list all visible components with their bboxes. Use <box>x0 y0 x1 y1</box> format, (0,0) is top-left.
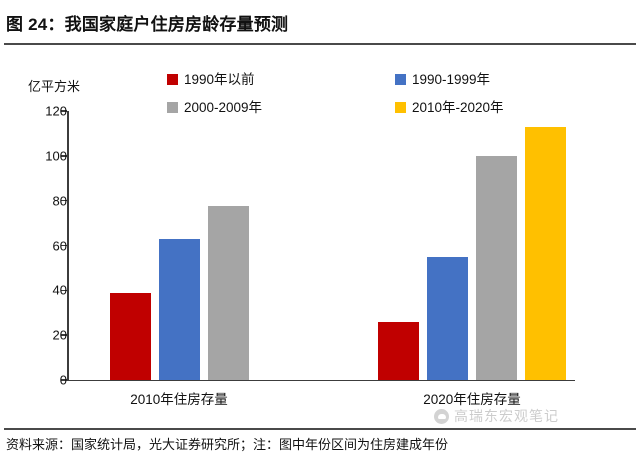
legend-item[interactable]: 2010年-2020年 <box>395 101 504 115</box>
y-axis-tick-mark <box>61 155 67 157</box>
y-axis-tick-mark <box>61 379 67 381</box>
legend-label: 1990-1999年 <box>412 72 491 87</box>
y-axis-tick-mark <box>61 110 67 112</box>
footer-divider <box>4 428 636 430</box>
legend-swatch-icon <box>167 74 178 86</box>
bar[interactable] <box>208 206 249 380</box>
legend-item[interactable]: 1990年以前 <box>167 73 255 87</box>
y-axis-ticks: 0 20 40 60 80 100 120 <box>0 0 67 420</box>
y-axis-tick-mark <box>61 289 67 292</box>
legend-label: 2000-2009年 <box>184 100 263 115</box>
legend-swatch-icon <box>167 102 178 114</box>
y-axis-tick-label: 0 <box>59 372 67 388</box>
legend-item[interactable]: 2000-2009年 <box>167 101 262 115</box>
chart-legend: 1990年以前 1990-1999年 2000-2009年 2010年-2020年 <box>155 70 555 122</box>
title-bar: 图 24：我国家庭户住房房龄存量预测 <box>0 0 640 44</box>
y-axis-tick-label: 80 <box>52 193 67 209</box>
legend-swatch-icon <box>395 74 406 86</box>
y-axis-tick-label: 40 <box>52 282 67 298</box>
chart-plot-area: 亿平方米 0 20 40 60 80 100 120 2010年住房存量 2020年住房存量 <box>0 0 575 420</box>
y-axis-tick-label: 100 <box>45 148 67 164</box>
bar[interactable] <box>110 292 151 380</box>
legend-label: 1990年以前 <box>184 72 255 87</box>
bar[interactable] <box>525 126 566 380</box>
legend-label: 2010年-2020年 <box>412 100 504 115</box>
y-axis-tick-mark <box>61 334 67 336</box>
bar[interactable] <box>476 155 517 380</box>
y-axis-tick-label: 60 <box>52 238 67 253</box>
legend-swatch-icon <box>395 102 406 114</box>
bar-series-container <box>110 126 566 380</box>
y-axis-title: 亿平方米 <box>28 79 81 94</box>
y-axis-line <box>67 111 69 381</box>
y-axis-tick-label: 20 <box>52 327 67 343</box>
x-axis-category-label: 2020年住房存量 <box>423 392 521 407</box>
y-axis-tick-mark <box>61 244 67 247</box>
y-axis-tick-mark <box>61 199 67 202</box>
bar[interactable] <box>378 321 419 380</box>
x-axis-category-label: 2010年住房存量 <box>130 392 228 407</box>
title-divider <box>4 43 636 45</box>
bar[interactable] <box>427 256 468 380</box>
source-note: 资料来源：国家统计局，光大证券研究所；注：图中年份区间为住房建成年份 <box>6 437 449 452</box>
legend-item[interactable]: 1990-1999年 <box>395 73 490 87</box>
bar[interactable] <box>159 238 200 380</box>
page-title: 图 24：我国家庭户住房房龄存量预测 <box>6 14 289 34</box>
y-axis-tick-label: 120 <box>45 103 67 119</box>
x-axis-line <box>67 379 575 381</box>
